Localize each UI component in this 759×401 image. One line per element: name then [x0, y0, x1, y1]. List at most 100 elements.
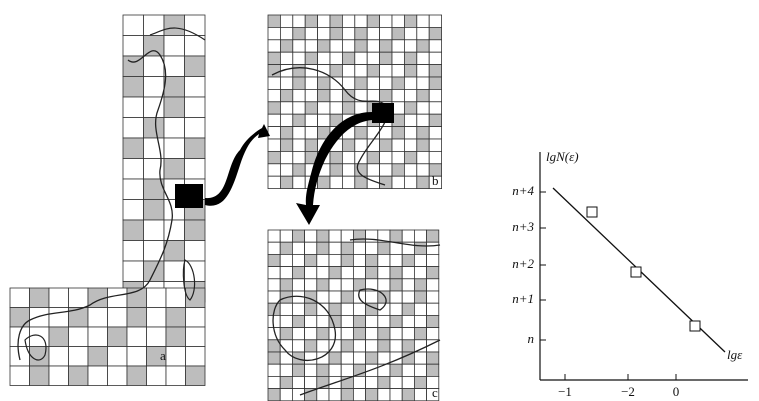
grid-cell — [379, 175, 393, 189]
grid-cell — [163, 55, 185, 77]
grid-cell — [185, 346, 206, 367]
grid-cell — [291, 278, 305, 292]
grid-cell — [165, 287, 186, 308]
grid-cell — [354, 76, 368, 90]
grid-cell — [391, 138, 405, 152]
grid-cell — [389, 327, 403, 341]
grid-cell — [428, 126, 443, 140]
grid-cell — [379, 64, 393, 78]
grid-cell — [403, 163, 418, 177]
grid-cell — [413, 314, 427, 328]
grid-cell — [143, 35, 165, 57]
grid-cell — [292, 89, 306, 103]
grid-cell — [328, 363, 342, 377]
grid-cell — [146, 287, 167, 308]
grid-cell — [279, 253, 293, 267]
grid-cell — [87, 346, 108, 367]
grid-cell — [316, 339, 330, 353]
grid-cell — [304, 253, 318, 267]
selected-box — [175, 184, 203, 208]
grid-cell — [365, 266, 379, 280]
grid-cell — [304, 375, 318, 389]
coastline — [272, 238, 441, 396]
grid-cell — [426, 363, 440, 377]
grid-cell — [184, 14, 206, 36]
grid-cell — [413, 388, 427, 401]
grid-cell — [107, 326, 128, 347]
grid-cell — [416, 64, 430, 78]
grid-cell — [379, 51, 393, 66]
grid-cell — [403, 64, 418, 78]
y-axis-label: lgN(ε) — [546, 149, 579, 164]
grid-cell — [401, 363, 415, 377]
island — [24, 334, 47, 361]
grid-cell — [403, 126, 418, 140]
arrow — [296, 112, 372, 225]
grid-cell — [48, 307, 69, 328]
data-point — [586, 206, 598, 218]
grid-cell — [291, 327, 305, 341]
grid-cell — [426, 253, 440, 267]
grid-cell — [87, 365, 108, 386]
grid-cell — [126, 307, 147, 328]
grid-cell — [416, 51, 430, 66]
grid-cell — [267, 388, 281, 401]
grid-cell — [416, 126, 430, 140]
grid-cell — [279, 266, 293, 280]
grid-cell — [403, 138, 418, 152]
grid-cell — [163, 96, 185, 118]
grid-cell — [291, 375, 305, 389]
grid-cell — [267, 76, 281, 90]
grid-cell — [352, 351, 366, 365]
grid-cell — [341, 163, 356, 177]
grid-cell — [389, 253, 403, 267]
grid-cell — [122, 117, 144, 139]
grid-cell — [122, 158, 144, 180]
grid-cell — [413, 278, 427, 292]
grid-cell — [416, 101, 430, 115]
grid-cell — [304, 363, 318, 377]
grid-cell — [279, 14, 294, 28]
grid-cell — [328, 388, 342, 401]
grid-cell — [354, 138, 368, 152]
grid-cell — [292, 150, 306, 165]
grid-cell — [291, 253, 305, 267]
grid-cell — [304, 266, 318, 280]
grid-cell — [329, 163, 343, 177]
grid-cell — [403, 89, 418, 103]
grid-cell — [9, 326, 30, 347]
grid-cell — [416, 89, 430, 103]
grid-cell — [317, 26, 331, 41]
grid-cell — [365, 327, 379, 341]
grid-cell — [366, 51, 381, 66]
grid-cell — [126, 346, 147, 367]
grid-cell — [428, 150, 443, 165]
grid-cell — [267, 14, 281, 28]
grid-cell — [292, 113, 306, 127]
grid-cell — [416, 14, 430, 28]
grid-cell — [426, 351, 440, 365]
grid-cell — [428, 113, 443, 127]
grid-cell — [29, 307, 50, 328]
grid-cell — [352, 241, 366, 255]
grid-cell — [328, 278, 342, 292]
grid-cell — [329, 175, 343, 189]
grid-cell — [413, 375, 427, 389]
grid-cell — [185, 365, 206, 386]
x-tick-label: 0 — [673, 384, 680, 399]
grid-cell — [68, 365, 89, 386]
grid-cell — [416, 26, 430, 41]
grid-cell — [403, 14, 418, 28]
grid-cell — [366, 26, 381, 41]
grid-cell — [304, 339, 318, 353]
panel-label: a — [160, 348, 166, 363]
grid-cell — [107, 287, 128, 308]
grid-cell — [379, 14, 393, 28]
grid-cell — [184, 137, 206, 159]
grid-cell — [279, 278, 293, 292]
grid-cell — [377, 339, 391, 353]
grid-cell — [291, 339, 305, 353]
grid-cell — [279, 327, 293, 341]
grid-cell — [328, 302, 342, 316]
